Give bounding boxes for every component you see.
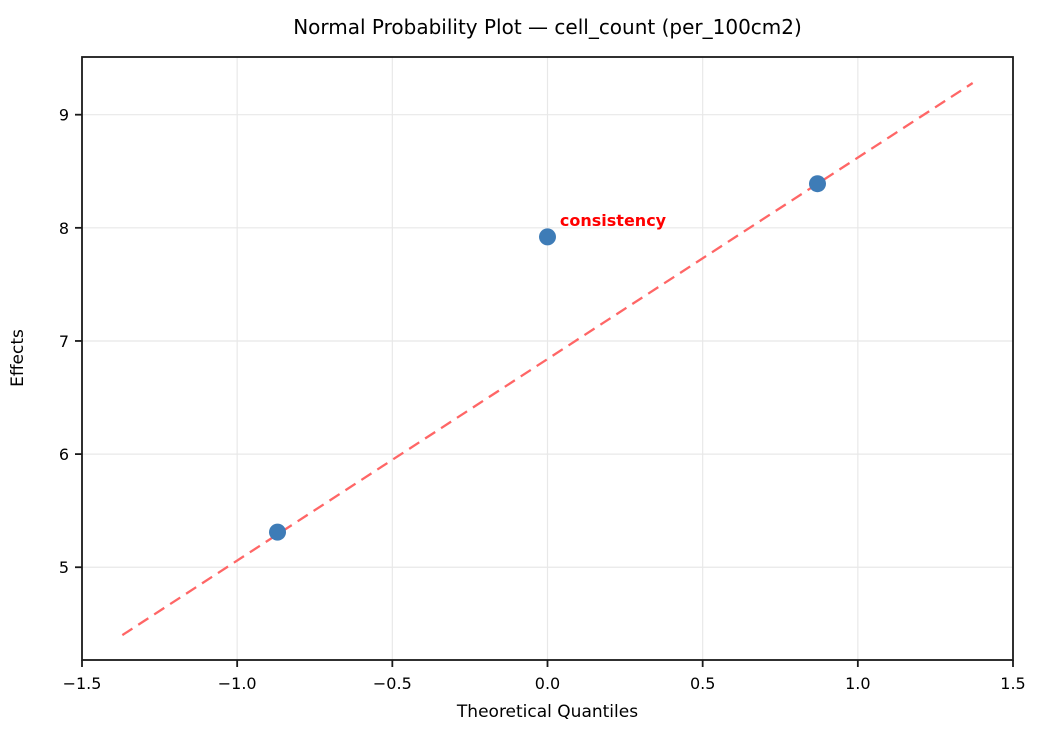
x-tick-label: −1.0 [218, 674, 257, 693]
chart-title: Normal Probability Plot — cell_count (pe… [293, 15, 802, 39]
y-tick-label: 8 [59, 219, 69, 238]
point-annotation: consistency [560, 211, 667, 230]
x-tick-label: 0.5 [690, 674, 715, 693]
x-tick-label: −1.5 [63, 674, 102, 693]
y-tick-label: 7 [59, 332, 69, 351]
x-tick-label: 1.0 [845, 674, 870, 693]
y-tick-label: 6 [59, 445, 69, 464]
fit-line [121, 82, 974, 637]
x-tick-label: −0.5 [373, 674, 412, 693]
y-axis-label: Effects [8, 329, 28, 387]
data-point [808, 175, 826, 193]
y-tick-label: 9 [59, 106, 69, 125]
x-tick-label: 1.5 [1000, 674, 1025, 693]
x-axis-label: Theoretical Quantiles [456, 702, 639, 722]
data-point [269, 523, 287, 541]
y-tick-label: 5 [59, 558, 69, 577]
data-point [539, 228, 556, 246]
x-tick-label: 0.0 [535, 674, 560, 693]
